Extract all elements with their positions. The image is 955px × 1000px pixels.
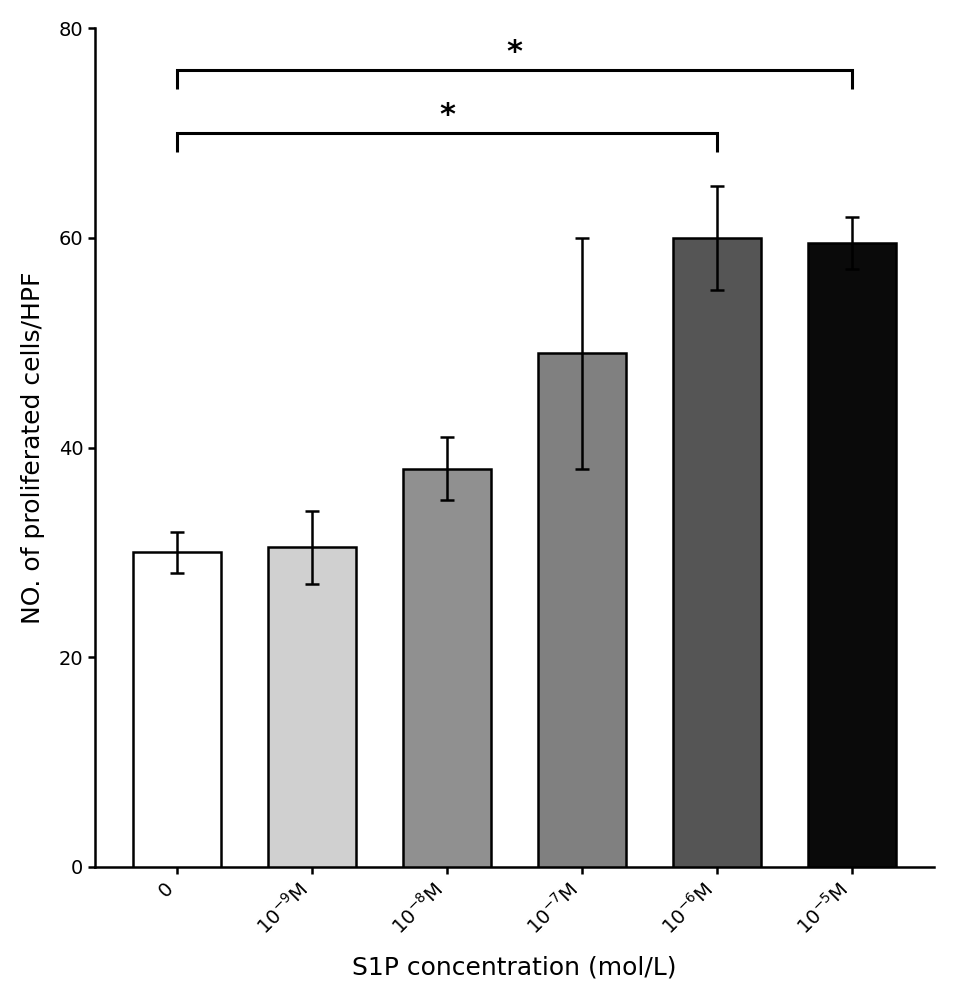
- Bar: [673, 238, 761, 867]
- Bar: [808, 243, 896, 867]
- Bar: [539, 353, 626, 867]
- Bar: [134, 552, 221, 867]
- Bar: [403, 469, 491, 867]
- Y-axis label: NO. of proliferated cells/HPF: NO. of proliferated cells/HPF: [21, 271, 45, 624]
- Bar: [268, 547, 356, 867]
- Text: *: *: [439, 101, 456, 130]
- X-axis label: S1P concentration (mol/L): S1P concentration (mol/L): [352, 955, 677, 979]
- Text: *: *: [507, 38, 522, 67]
